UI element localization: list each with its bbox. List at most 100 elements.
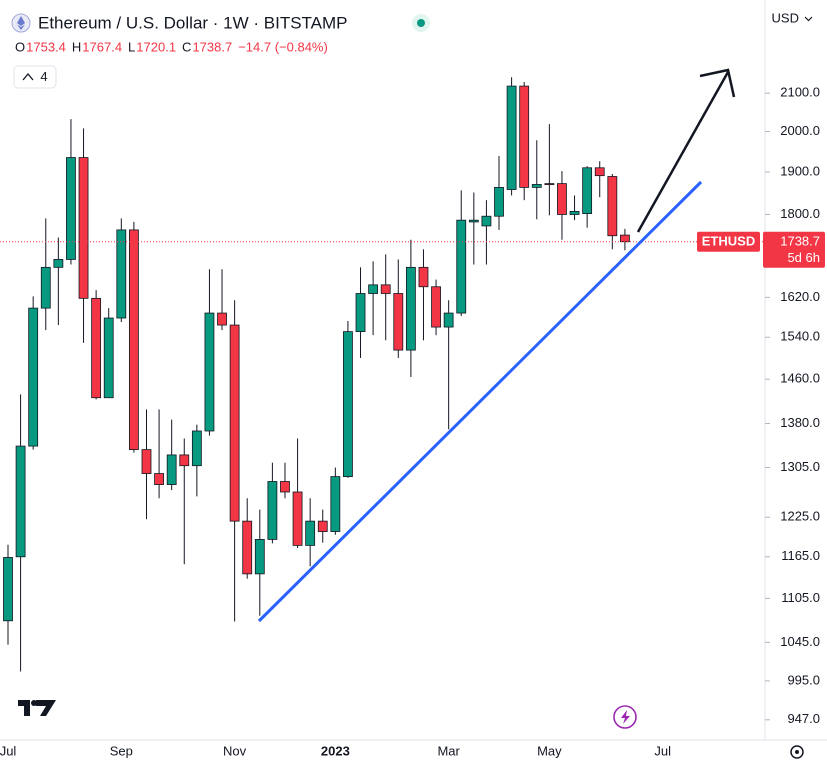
chart-title: Ethereum / U.S. Dollar · 1W · BITSTAMP	[38, 13, 348, 32]
candle-body	[103, 317, 114, 399]
candle-body	[468, 219, 479, 223]
y-tick-label: 1800.0	[780, 206, 820, 221]
tv-logo	[18, 700, 56, 716]
ohlc-letter: H	[72, 39, 81, 54]
candle-body	[607, 176, 618, 237]
candle-body	[494, 186, 504, 217]
x-tick-label: Jul	[654, 743, 671, 758]
candle-body	[292, 491, 303, 546]
candle-body	[456, 219, 467, 314]
ohlc-letter: O	[15, 39, 25, 54]
y-tick-label: 1305.0	[780, 459, 820, 474]
last-price: 1738.7	[780, 234, 820, 249]
candle-body	[380, 284, 391, 294]
candle-body	[343, 331, 353, 477]
candle-body	[569, 211, 580, 215]
candle-body	[15, 445, 26, 558]
trend-line	[257, 180, 703, 623]
candle-body	[66, 157, 76, 260]
candle-body	[191, 430, 202, 467]
candle-body	[355, 293, 366, 333]
x-tick-label: 2023	[321, 743, 350, 758]
ohlc-value: 1767.4	[82, 39, 122, 54]
status-dot	[417, 19, 425, 27]
candle-body	[443, 312, 454, 328]
candle-body	[40, 266, 51, 309]
ohlc-legend: O 1753.4 H 1767.4 L 1720.1 C 1738.7 −14.7 (−0.84…	[15, 39, 328, 54]
x-tick-label: Sep	[110, 743, 133, 758]
y-tick-label: 2100.0	[780, 85, 820, 100]
candle-body	[78, 157, 89, 299]
y-tick-label: 1105.0	[781, 590, 820, 605]
y-tick-label: 1380.0	[780, 415, 820, 430]
y-tick-label: 1045.0	[780, 634, 820, 649]
candle-body	[128, 229, 139, 451]
currency[interactable]: USD	[772, 10, 799, 25]
ohlc-letter: C	[182, 39, 191, 54]
candle-body	[154, 473, 164, 485]
candle-body	[166, 454, 177, 485]
ohlc-value: 1720.1	[136, 39, 176, 54]
settings-center	[795, 750, 799, 754]
candle-body	[393, 293, 404, 351]
x-tick-label: May	[537, 743, 562, 758]
coin-glyph	[17, 16, 25, 30]
ohlc-change: −14.7 (−0.84%)	[238, 39, 328, 54]
candle-body	[305, 520, 316, 546]
candle-body	[229, 324, 240, 522]
candle-body	[53, 259, 64, 268]
y-tick-label: 947.0	[787, 711, 820, 726]
countdown: 5d 6h	[787, 250, 820, 265]
y-tick-label: 1540.0	[780, 329, 820, 344]
y-tick-label: 2000.0	[780, 123, 820, 138]
price-badge	[763, 231, 825, 268]
y-tick-label: 1165.0	[781, 548, 820, 563]
lightning-icon[interactable]	[613, 705, 637, 729]
candle-body	[242, 520, 253, 575]
y-tick-label: 1620.0	[780, 289, 820, 304]
candle-body	[317, 520, 328, 532]
candle-body	[557, 183, 567, 215]
candle-body	[254, 539, 265, 575]
candle-body	[582, 167, 593, 214]
candle-body	[519, 85, 530, 188]
candle-body	[28, 307, 39, 447]
y-tick-label: 1900.0	[780, 163, 820, 178]
candle-body	[594, 167, 605, 177]
candle-body	[506, 85, 517, 190]
candle-body	[418, 266, 429, 288]
candle-body	[620, 234, 630, 243]
candle-body	[481, 215, 492, 227]
candle-body	[368, 284, 379, 294]
y-tick-label: 995.0	[787, 672, 820, 687]
symbol-label: ETHUSD	[702, 234, 755, 249]
candle-body	[141, 449, 152, 474]
candle-body	[179, 454, 190, 467]
candle-body	[431, 286, 441, 328]
currency-chevron	[804, 16, 813, 22]
candle-body	[330, 476, 341, 532]
candle-body	[405, 266, 416, 351]
symbol-badge	[697, 231, 760, 252]
indicator-toggle[interactable]	[13, 65, 57, 89]
y-tick-label: 1460.0	[780, 371, 820, 386]
candle-body	[116, 229, 127, 319]
candle-body	[531, 184, 542, 188]
candle-body	[204, 312, 215, 432]
x-tick-label: Mar	[437, 743, 460, 758]
chevron	[22, 72, 34, 81]
candle-body	[217, 312, 227, 326]
candle-body	[544, 183, 555, 186]
ohlc-value: 1738.7	[192, 39, 232, 54]
lightning-glyph	[621, 710, 630, 724]
y-tick-label: 1225.0	[780, 509, 820, 524]
ohlc-letter: L	[128, 39, 135, 54]
tv-logo-dot	[31, 700, 37, 706]
settings-icon[interactable]	[790, 745, 804, 759]
plot	[0, 77, 765, 672]
ohlc-value: 1753.4	[26, 39, 66, 54]
candle-body	[3, 557, 13, 622]
x-tick-label: Nov	[223, 743, 247, 758]
